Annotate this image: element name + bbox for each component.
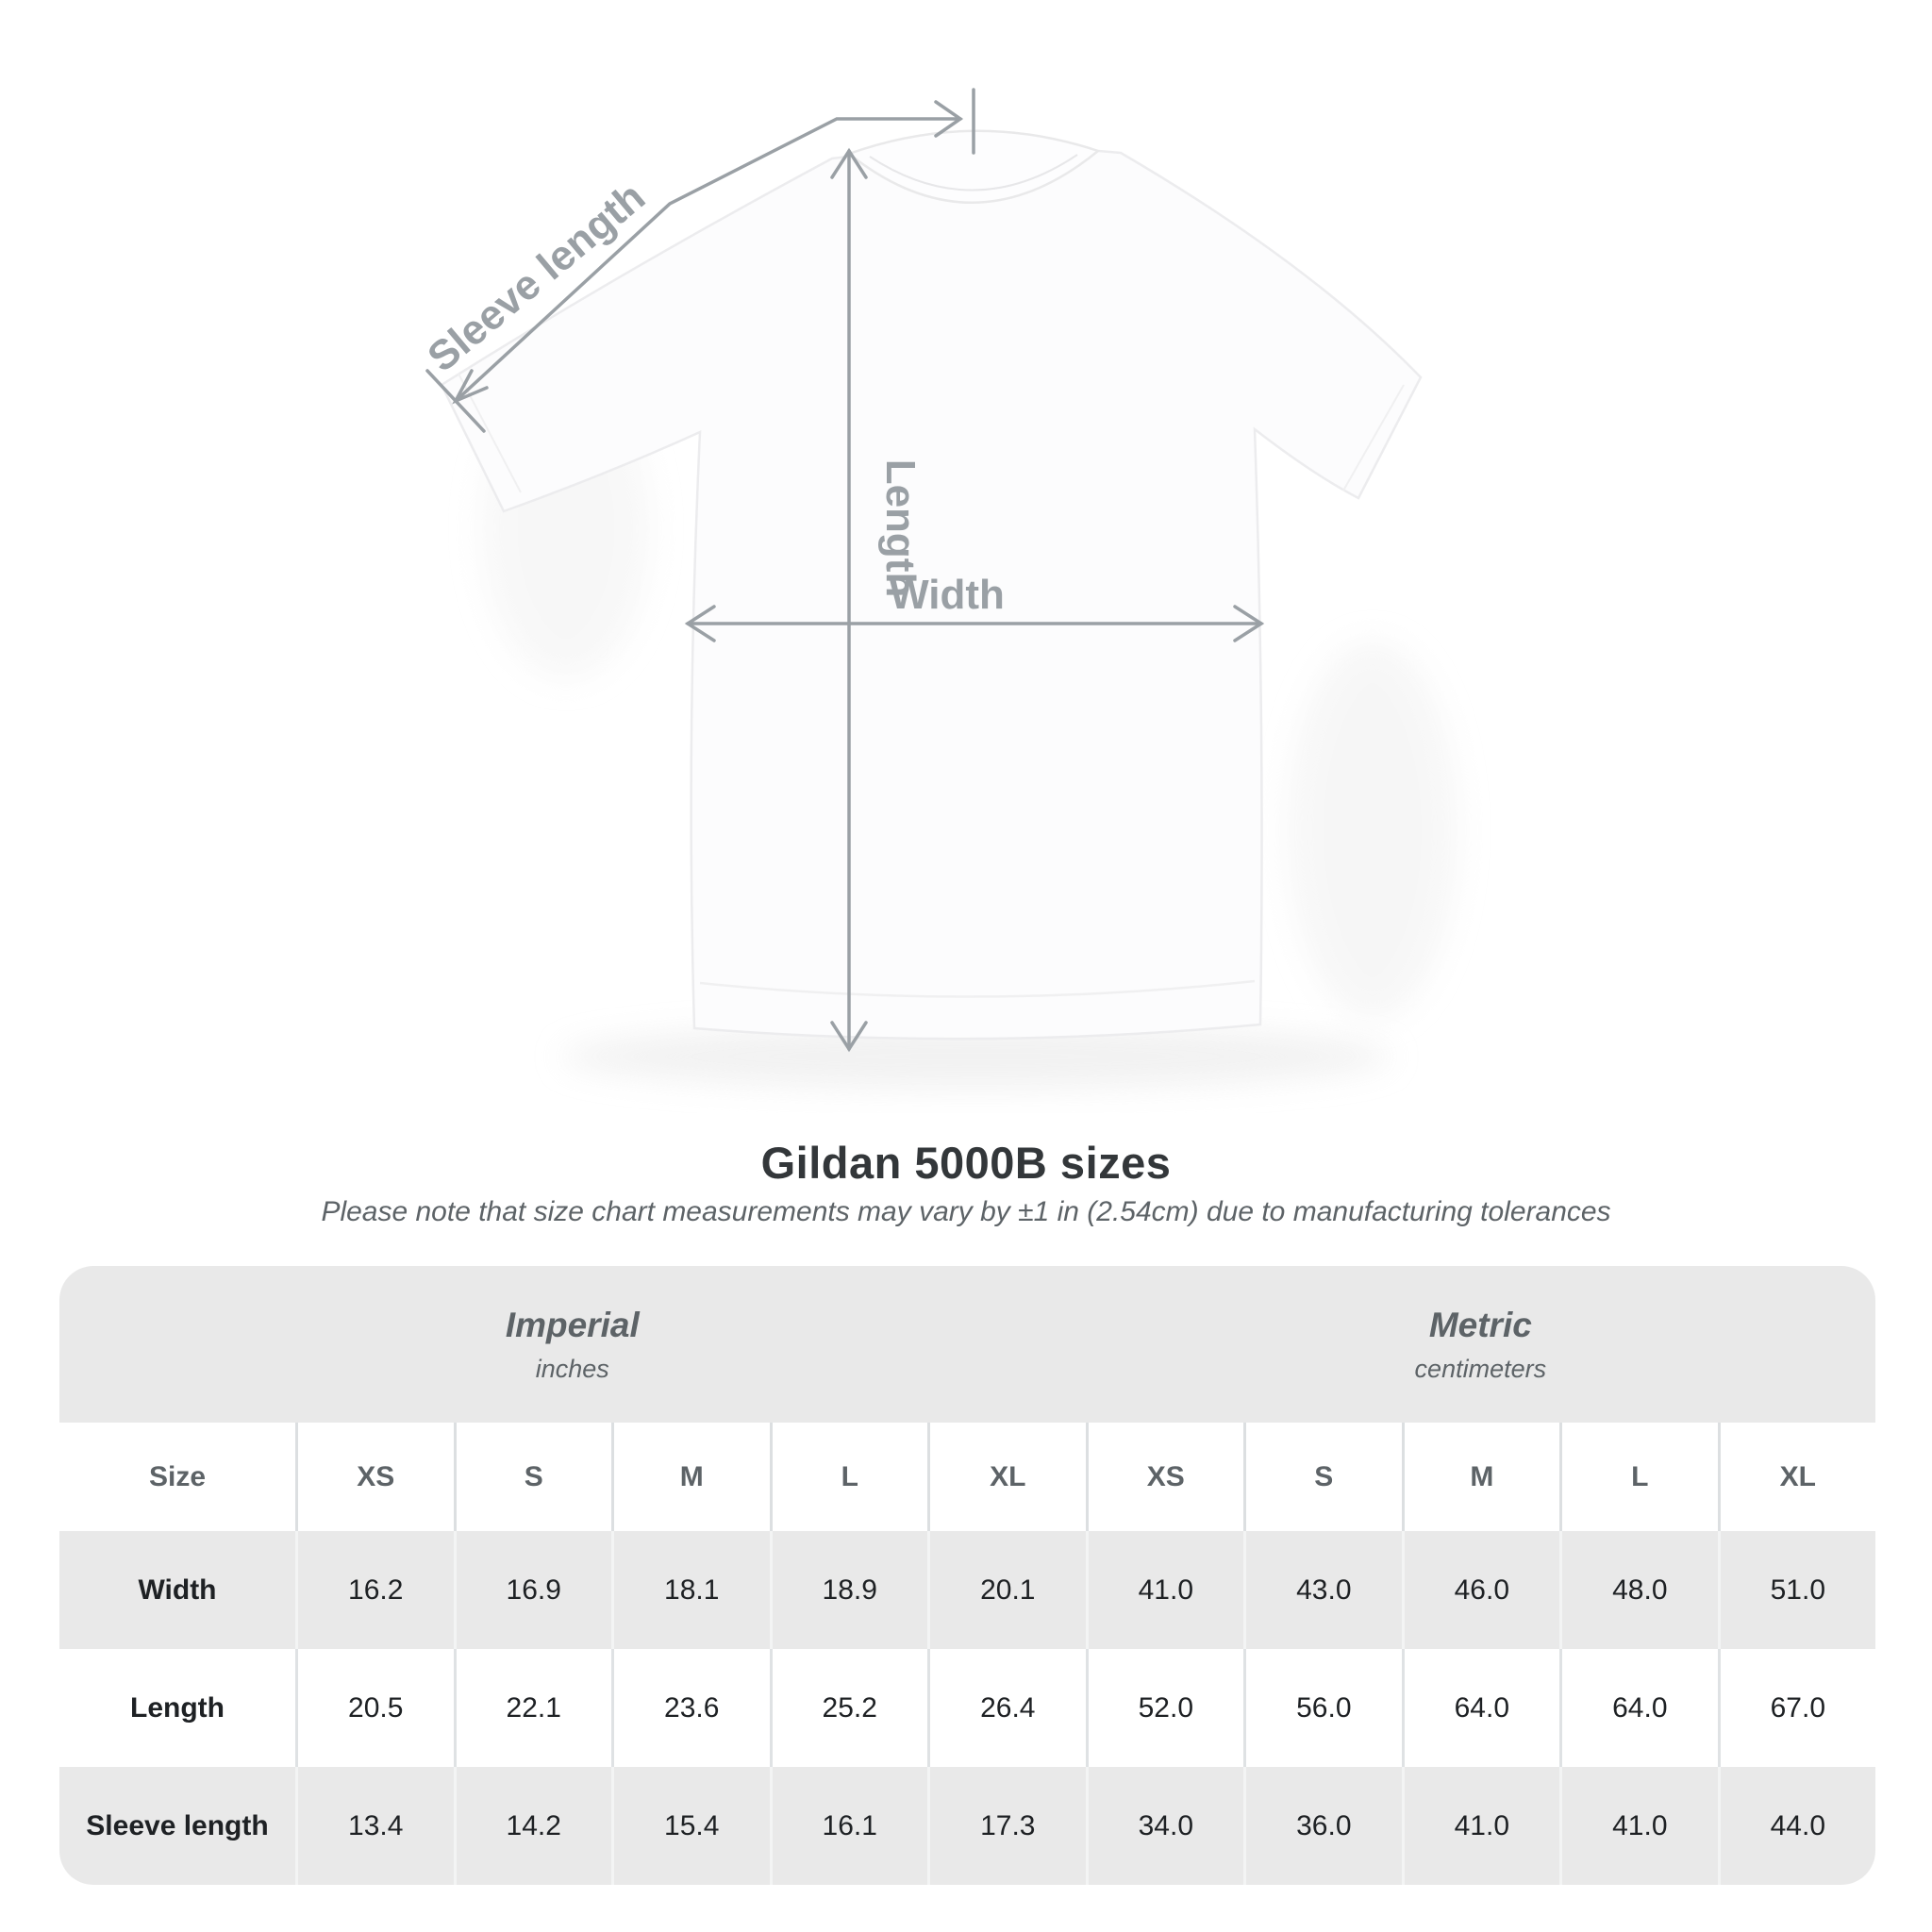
column-header-metric-l: L: [1559, 1423, 1718, 1531]
table-cell: 20.5: [295, 1649, 454, 1767]
tshirt-graphic: [440, 129, 1423, 1041]
table-cell: 14.2: [453, 1767, 611, 1885]
table-cell: 52.0: [1085, 1649, 1244, 1767]
table-row-length: Length 20.5 22.1 23.6 25.2 26.4 52.0 56.…: [59, 1649, 1875, 1767]
row-label-length: Length: [59, 1649, 295, 1767]
table-cell: 16.9: [453, 1531, 611, 1649]
metric-label: Metric: [1428, 1305, 1532, 1344]
tshirt-collar-inner: [869, 154, 1078, 192]
column-header-size: Size: [59, 1423, 295, 1531]
table-cell: 36.0: [1243, 1767, 1402, 1885]
column-header-imperial-l: L: [769, 1423, 927, 1531]
unit-group-row: Imperial inches Metric centimeters: [59, 1266, 1875, 1423]
table-cell: 46.0: [1401, 1531, 1560, 1649]
imperial-unit: inches: [535, 1354, 609, 1383]
column-header-metric-m: M: [1401, 1423, 1560, 1531]
table-cell: 22.1: [453, 1649, 611, 1767]
tshirt-collar-outer: [846, 129, 1101, 204]
table-cell: 44.0: [1717, 1767, 1875, 1885]
tshirt-left-cuff-seam: [458, 373, 522, 493]
column-header-metric-xs: XS: [1085, 1423, 1244, 1531]
length-label: Length: [877, 459, 924, 598]
column-header-imperial-xs: XS: [295, 1423, 454, 1531]
column-header-metric-xl: XL: [1717, 1423, 1875, 1531]
table-cell: 25.2: [769, 1649, 927, 1767]
table-cell: 56.0: [1243, 1649, 1402, 1767]
column-header-imperial-m: M: [611, 1423, 770, 1531]
table-cell: 43.0: [1243, 1531, 1402, 1649]
tshirt-hem-seam: [699, 979, 1256, 998]
row-label-sleeve-length: Sleeve length: [59, 1767, 295, 1885]
unit-group-imperial: Imperial inches: [59, 1266, 1086, 1423]
table-cell: 13.4: [295, 1767, 454, 1885]
table-cell: 64.0: [1401, 1649, 1560, 1767]
table-cell: 48.0: [1559, 1531, 1718, 1649]
table-cell: 15.4: [611, 1767, 770, 1885]
column-header-metric-s: S: [1243, 1423, 1402, 1531]
width-arrow: [684, 605, 1265, 642]
table-cell: 16.1: [769, 1767, 927, 1885]
tshirt-body: [440, 146, 1423, 1041]
table-cell: 67.0: [1717, 1649, 1875, 1767]
table-row-width: Width 16.2 16.9 18.1 18.9 20.1 41.0 43.0…: [59, 1531, 1875, 1649]
table-cell: 41.0: [1401, 1767, 1560, 1885]
table-cell: 34.0: [1085, 1767, 1244, 1885]
table-cell: 41.0: [1559, 1767, 1718, 1885]
unit-group-metric: Metric centimeters: [1085, 1266, 1875, 1423]
imperial-label: Imperial: [505, 1305, 640, 1344]
sleeve-length-arrow: [425, 88, 975, 433]
size-header-row: Size XS S M L XL XS S M L XL: [59, 1423, 1875, 1531]
size-table-container: Imperial inches Metric centimeters Size …: [59, 1266, 1875, 1885]
row-label-width: Width: [59, 1531, 295, 1649]
table-cell: 17.3: [927, 1767, 1086, 1885]
column-header-imperial-s: S: [453, 1423, 611, 1531]
metric-unit: centimeters: [1414, 1354, 1547, 1383]
width-label: Width: [890, 572, 1005, 618]
table-cell: 23.6: [611, 1649, 770, 1767]
table-cell: 18.9: [769, 1531, 927, 1649]
table-cell: 51.0: [1717, 1531, 1875, 1649]
tshirt-right-cuff-seam: [1342, 384, 1405, 491]
table-cell: 20.1: [927, 1531, 1086, 1649]
table-row-sleeve-length: Sleeve length 13.4 14.2 15.4 16.1 17.3 3…: [59, 1767, 1875, 1885]
chart-subtitle: Please note that size chart measurements…: [321, 1196, 1611, 1227]
size-table: Imperial inches Metric centimeters Size …: [59, 1266, 1875, 1885]
tshirt-measurement-diagram: Sleeve length Length Width: [419, 88, 1457, 1089]
length-arrow: [830, 147, 868, 1053]
table-cell: 18.1: [611, 1531, 770, 1649]
table-cell: 26.4: [927, 1649, 1086, 1767]
table-cell: 64.0: [1559, 1649, 1718, 1767]
chart-title: Gildan 5000B sizes: [760, 1138, 1172, 1188]
column-header-imperial-xl: XL: [927, 1423, 1086, 1531]
measurement-annotations: [425, 88, 1265, 1053]
table-cell: 41.0: [1085, 1531, 1244, 1649]
table-cell: 16.2: [295, 1531, 454, 1649]
